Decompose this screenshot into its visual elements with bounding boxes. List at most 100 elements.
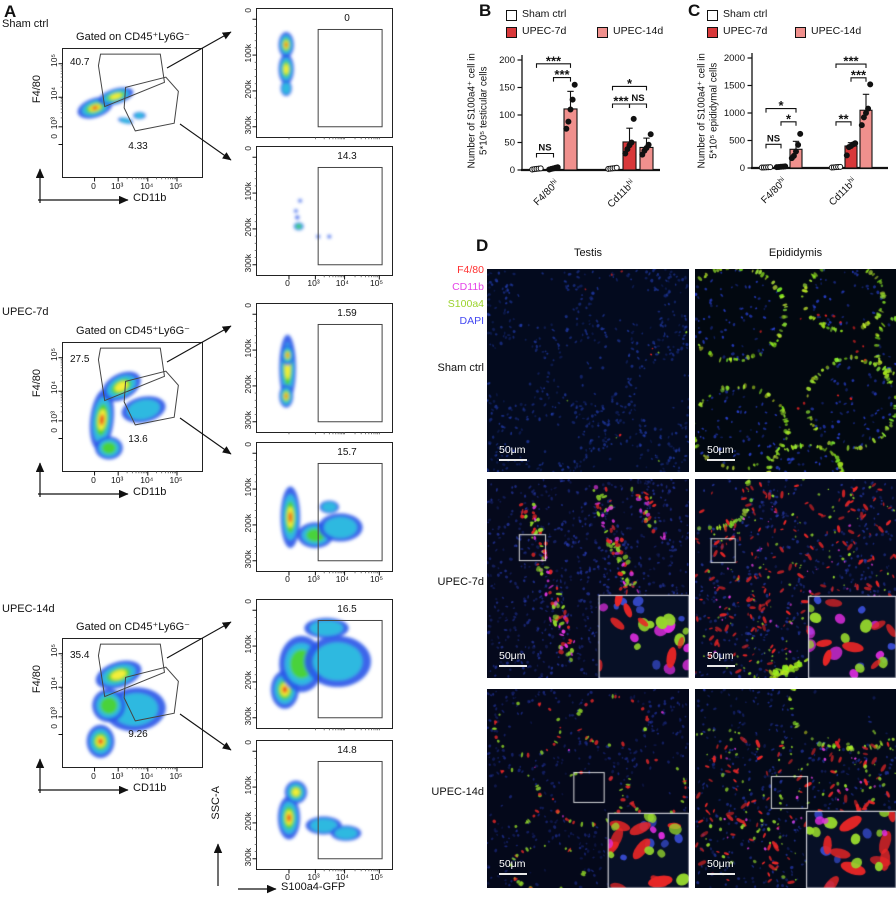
condition-label: UPEC-14d bbox=[2, 603, 55, 615]
gate-percent-cd11bhi: 4.33 bbox=[128, 141, 148, 152]
micrograph-sham-epididymis bbox=[695, 269, 896, 472]
flow-plot-ssc-gfp bbox=[252, 740, 393, 874]
scale-bar-label: 50μm bbox=[499, 858, 526, 870]
axis-tick-label: 10⁵ bbox=[169, 771, 183, 781]
gate-percent-gfp: 15.7 bbox=[337, 447, 357, 458]
flow-density-plot bbox=[252, 452, 383, 576]
legend-swatch-upec14d bbox=[597, 27, 608, 38]
axis-tick-label: 300k bbox=[243, 253, 253, 273]
flow-density-plot bbox=[58, 53, 179, 182]
svg-text:***: *** bbox=[554, 67, 570, 82]
flow-plot-f480-cd11b bbox=[58, 342, 203, 476]
scale-bar bbox=[499, 665, 527, 667]
stain-legend-s100a4: S100a4 bbox=[447, 298, 484, 310]
axis-tick-label: 100k bbox=[243, 635, 253, 654]
legend-label-upec14d: UPEC-14d bbox=[613, 25, 664, 37]
axis-tick-label: 300k bbox=[243, 410, 253, 430]
legend-swatch-sham bbox=[506, 10, 517, 21]
c-y-axis-label: Number of S100a4⁺ cell in 5*10⁵ epididym… bbox=[696, 41, 720, 181]
svg-text:***: *** bbox=[851, 67, 867, 82]
stain-legend-f480: F4/80 bbox=[457, 264, 484, 276]
axis-tick-label: 10³ bbox=[49, 116, 59, 130]
flow-density-plot bbox=[252, 750, 383, 874]
panel-a-label: A bbox=[4, 2, 17, 21]
axis-tick-label: 10⁴ bbox=[49, 87, 59, 101]
flow-density-plot bbox=[252, 609, 383, 731]
gate-percent-gfp: 14.8 bbox=[337, 745, 357, 756]
flow-plot-f480-cd11b bbox=[58, 638, 203, 772]
gate-title: Gated on CD45⁺Ly6G⁻ bbox=[76, 325, 190, 337]
svg-text:200: 200 bbox=[499, 55, 515, 66]
axis-tick-label: 10⁵ bbox=[49, 53, 59, 67]
axis-tick-label: 200k bbox=[243, 513, 253, 533]
axis-tick-label: 0 bbox=[91, 475, 96, 485]
axis-tick-label: 0 bbox=[285, 872, 290, 882]
panel-b-label: B bbox=[479, 1, 492, 20]
panel-c-label: C bbox=[688, 1, 701, 20]
axis-tick-label: 200k bbox=[243, 670, 253, 690]
axis-tick-label: 0 bbox=[243, 303, 253, 308]
micrograph-sham-testis bbox=[487, 269, 689, 472]
legend-swatch-upec7d bbox=[707, 27, 718, 38]
axis-tick-label: 10⁵ bbox=[169, 475, 183, 485]
axis-tick-label: 100k bbox=[243, 339, 253, 358]
scale-bar-label: 50μm bbox=[707, 444, 734, 456]
axis-tick-label: 10⁴ bbox=[335, 278, 349, 288]
svg-text:NS: NS bbox=[538, 143, 551, 154]
axis-tick-label: 10⁵ bbox=[169, 181, 183, 191]
flow-plot-f480-cd11b bbox=[58, 48, 203, 182]
svg-text:Cd11bhi: Cd11bhi bbox=[605, 178, 638, 211]
gate-percent-f480hi: 27.5 bbox=[70, 354, 90, 365]
legend-label-upec7d: UPEC-7d bbox=[522, 25, 567, 37]
cd11b-axis-label: CD11b bbox=[133, 782, 167, 794]
axis-tick-label: 10³ bbox=[111, 475, 124, 485]
gate-title: Gated on CD45⁺Ly6G⁻ bbox=[76, 31, 190, 43]
axis-tick-label: 300k bbox=[243, 847, 253, 867]
f480-axis-label: F4/80 bbox=[31, 665, 43, 694]
f480-axis-label: F4/80 bbox=[31, 369, 43, 398]
svg-text:***: *** bbox=[843, 54, 859, 69]
flow-density-plot bbox=[58, 643, 179, 772]
axis-tick-label: 10⁴ bbox=[140, 475, 154, 485]
axis-tick-label: 0 bbox=[49, 428, 59, 434]
gate-title: Gated on CD45⁺Ly6G⁻ bbox=[76, 621, 190, 633]
legend-label-sham: Sham ctrl bbox=[522, 8, 567, 20]
condition-label: UPEC-7d bbox=[2, 306, 49, 318]
axis-tick-label: 100k bbox=[243, 776, 253, 795]
svg-text:2000: 2000 bbox=[724, 53, 745, 64]
c-y-axis-label-line1: Number of S100a4⁺ cell in bbox=[696, 53, 708, 169]
axis-tick-label: 10⁴ bbox=[335, 574, 349, 584]
gate-percent-f480hi: 40.7 bbox=[70, 57, 90, 68]
axis-tick-label: 10⁵ bbox=[49, 643, 59, 657]
gate-percent-cd11bhi: 13.6 bbox=[128, 434, 148, 445]
axis-tick-label: 10³ bbox=[111, 771, 124, 781]
axis-tick-label: 10⁵ bbox=[49, 347, 59, 361]
gate-percent-gfp: 1.59 bbox=[337, 308, 357, 319]
column-header-testis: Testis bbox=[573, 247, 603, 259]
flow-density-plot bbox=[252, 156, 383, 280]
flow-plot-ssc-gfp bbox=[252, 8, 393, 140]
micrograph-upec14d-epididymis bbox=[695, 689, 896, 888]
axis-tick-label: 10⁴ bbox=[49, 677, 59, 691]
axis-tick-label: 100k bbox=[243, 478, 253, 497]
scale-bar bbox=[707, 873, 735, 875]
legend-label-upec14d: UPEC-14d bbox=[811, 25, 862, 37]
axis-tick-label: 0 bbox=[91, 181, 96, 191]
svg-text:NS: NS bbox=[767, 133, 780, 144]
axis-tick-label: 10⁴ bbox=[335, 872, 349, 882]
axis-tick-label: 0 bbox=[243, 740, 253, 745]
b-y-axis-label-line2: 5*10⁵ testicular cells bbox=[478, 66, 489, 155]
svg-text:NS: NS bbox=[631, 93, 644, 104]
scale-bar bbox=[707, 665, 735, 667]
micrograph-upec14d-testis bbox=[487, 689, 689, 888]
svg-text:*: * bbox=[778, 98, 784, 113]
axis-tick-label: 0 bbox=[243, 442, 253, 447]
scale-bar bbox=[499, 873, 527, 875]
flow-plot-ssc-gfp bbox=[252, 442, 393, 576]
gate-percent-cd11bhi: 9.26 bbox=[128, 729, 148, 740]
axis-tick-label: 10⁵ bbox=[370, 872, 384, 882]
gate-percent-gfp: 0 bbox=[344, 13, 350, 24]
axis-tick-label: 10⁴ bbox=[49, 381, 59, 395]
axis-tick-label: 200k bbox=[243, 217, 253, 237]
scale-bar-label: 50μm bbox=[707, 858, 734, 870]
